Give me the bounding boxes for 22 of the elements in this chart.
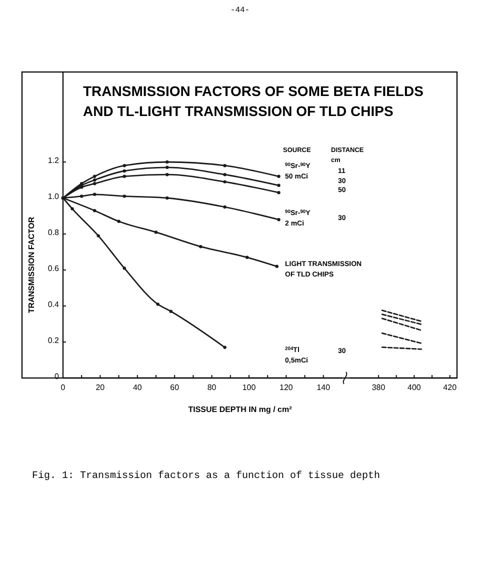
y-tick-label: 0.8 [48, 228, 60, 237]
y-tick-label: 1.0 [48, 192, 60, 201]
x-tick-label: 120 [280, 383, 294, 392]
y-tick-label: 1.2 [48, 156, 60, 165]
y-tick-label: 0.4 [48, 300, 60, 309]
text: -44- [230, 6, 250, 15]
text: TRANSMISSION FACTORS OF SOME BETA FIELDS AND TL-LIGHT TRANSMISSION OF TLD CHIPS [83, 83, 424, 119]
x-axis-title: TISSUE DEPTH IN mg / cm² [188, 405, 292, 414]
x-tick-label: 0 [60, 383, 66, 392]
y-axis-title: TRANSMISSION FACTOR [27, 216, 36, 314]
x-tick-label: 420 [443, 383, 458, 392]
y-tick-label: 0.6 [48, 264, 60, 273]
x-tick-label: 60 [170, 383, 180, 392]
x-tick-label: 80 [207, 383, 217, 392]
x-tick-label: 400 [408, 383, 422, 392]
x-tick-label: 140 [316, 383, 331, 392]
x-tick-label: 40 [132, 383, 142, 392]
x-tick-label: 20 [96, 383, 106, 392]
x-tick-label: 100 [242, 383, 256, 392]
x-tick-label: 380 [372, 383, 386, 392]
y-tick-label: 0.2 [48, 336, 60, 345]
caption: Fig. 1: Transmission factors as a function of tissue depth [32, 470, 380, 482]
